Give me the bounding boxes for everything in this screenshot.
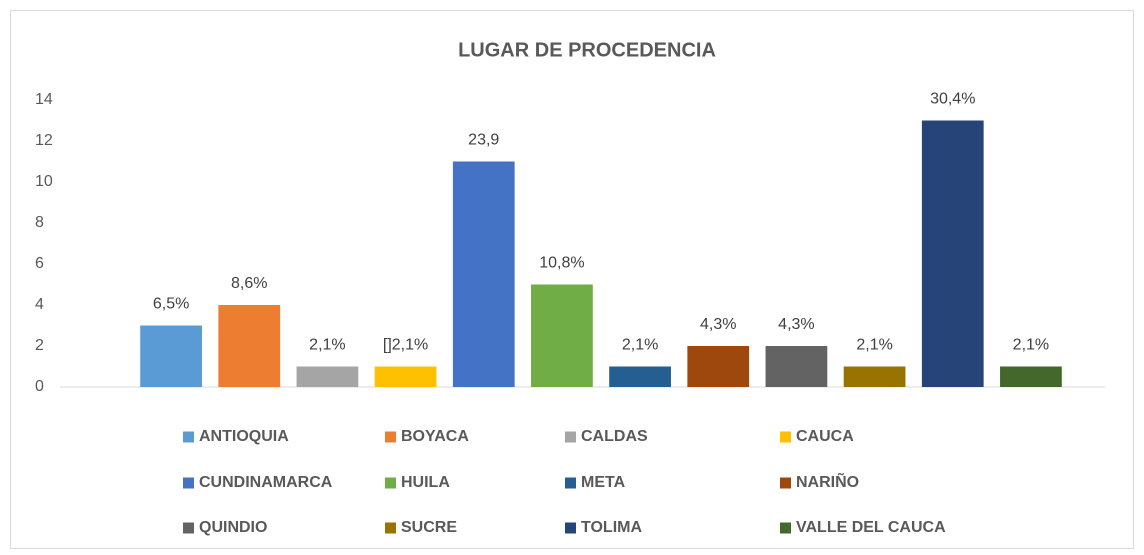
bar	[765, 346, 828, 387]
legend-swatch	[565, 431, 576, 443]
chart-title: LUGAR DE PROCEDENCIA	[458, 39, 716, 61]
legend-label: VALLE DEL CAUCA	[796, 519, 946, 536]
legend-swatch	[385, 477, 396, 489]
legend-label: SUCRE	[401, 519, 457, 536]
legend-label: BOYACA	[401, 428, 469, 445]
bar	[921, 120, 984, 387]
data-label: 30,4%	[930, 91, 975, 108]
legend-swatch	[780, 477, 791, 489]
y-tick-label: 2	[35, 337, 44, 354]
y-tick-label: 0	[35, 378, 44, 395]
bar	[140, 325, 202, 387]
legend-label: CALDAS	[581, 428, 648, 445]
legend-swatch	[385, 522, 396, 534]
bar	[452, 161, 515, 387]
bar	[531, 284, 593, 387]
legend-swatch	[565, 477, 576, 489]
legend-label: ANTIOQUIA	[199, 428, 289, 445]
data-label: 10,8%	[539, 255, 584, 272]
data-label: 4,3%	[778, 316, 814, 333]
data-label: []2,1%	[383, 337, 428, 354]
legend-label: NARIÑO	[796, 471, 859, 491]
data-label: 2,1%	[856, 337, 892, 354]
legend-label: META	[581, 474, 626, 491]
legend-swatch	[183, 431, 194, 443]
bar	[609, 366, 671, 387]
legend-swatch	[780, 431, 791, 443]
legend-label: QUINDIO	[199, 519, 267, 536]
data-label: 2,1%	[1013, 337, 1049, 354]
y-tick-label: 10	[35, 173, 53, 190]
legend-swatch	[385, 431, 396, 443]
y-tick-label: 4	[35, 296, 44, 313]
data-label: 6,5%	[153, 296, 189, 313]
data-label: 2,1%	[309, 337, 345, 354]
y-tick-label: 14	[35, 91, 53, 108]
y-tick-label: 6	[35, 255, 44, 272]
y-tick-label: 12	[35, 132, 53, 149]
bar	[218, 305, 281, 387]
data-label: 23,9	[468, 132, 499, 149]
legend-label: CUNDINAMARCA	[199, 474, 333, 491]
data-label: 4,3%	[700, 316, 736, 333]
y-tick-label: 8	[35, 214, 44, 231]
bar	[374, 366, 437, 387]
data-label: 2,1%	[622, 337, 658, 354]
bar	[687, 346, 750, 387]
legend-label: TOLIMA	[581, 519, 642, 536]
legend-swatch	[183, 522, 194, 534]
legend-swatch	[183, 477, 194, 489]
bar	[843, 366, 906, 387]
data-label: 8,6%	[231, 275, 267, 292]
legend-swatch	[565, 522, 576, 534]
legend-swatch	[780, 522, 791, 534]
bar	[1000, 366, 1062, 387]
bar	[296, 366, 359, 387]
legend-label: HUILA	[401, 474, 450, 491]
legend-label: CAUCA	[796, 428, 854, 445]
